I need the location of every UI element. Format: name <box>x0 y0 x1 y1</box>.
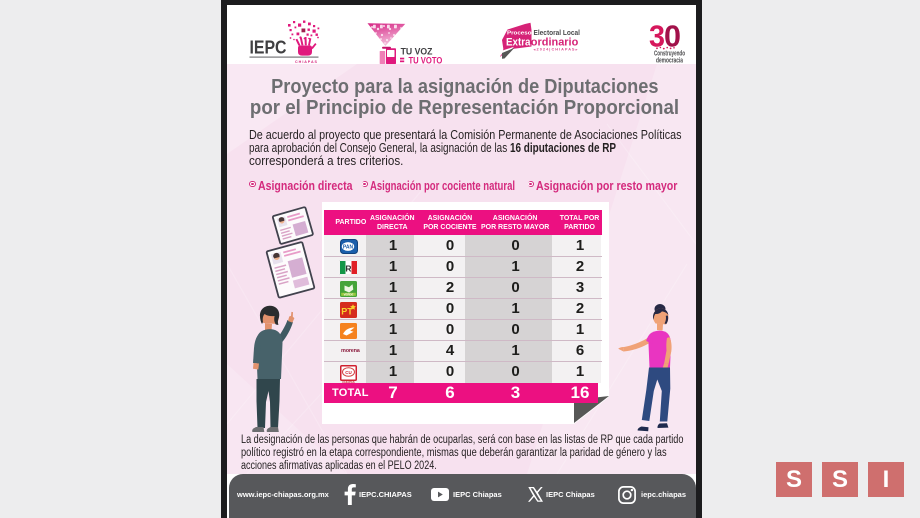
svg-text:Electoral Local: Electoral Local <box>534 30 581 37</box>
svg-text:democracia: democracia <box>656 58 683 65</box>
svg-text:Extra: Extra <box>506 37 531 49</box>
svg-text:◂ 2 0 2 4 | C H I A P A S ▸: ◂ 2 0 2 4 | C H I A P A S ▸ <box>532 47 578 51</box>
svg-text:Construyendo: Construyendo <box>654 51 685 58</box>
svg-text:TU VOTO: TU VOTO <box>409 55 443 65</box>
svg-text:PAN: PAN <box>342 244 353 250</box>
svg-text:IEPC: IEPC <box>250 38 287 58</box>
svg-text:TU VOZ: TU VOZ <box>401 47 433 57</box>
svg-text:PT: PT <box>341 306 353 316</box>
svg-text:Proceso: Proceso <box>507 31 532 37</box>
svg-text:CU: CU <box>345 370 352 375</box>
svg-text:C H I A P A S: C H I A P A S <box>295 60 317 64</box>
svg-text:R: R <box>345 263 351 273</box>
svg-text:ordinario: ordinario <box>531 37 579 49</box>
svg-text:3: 3 <box>649 19 665 54</box>
svg-text:VERDE: VERDE <box>344 292 354 296</box>
svg-text:CHIAPAS: CHIAPAS <box>342 379 355 382</box>
